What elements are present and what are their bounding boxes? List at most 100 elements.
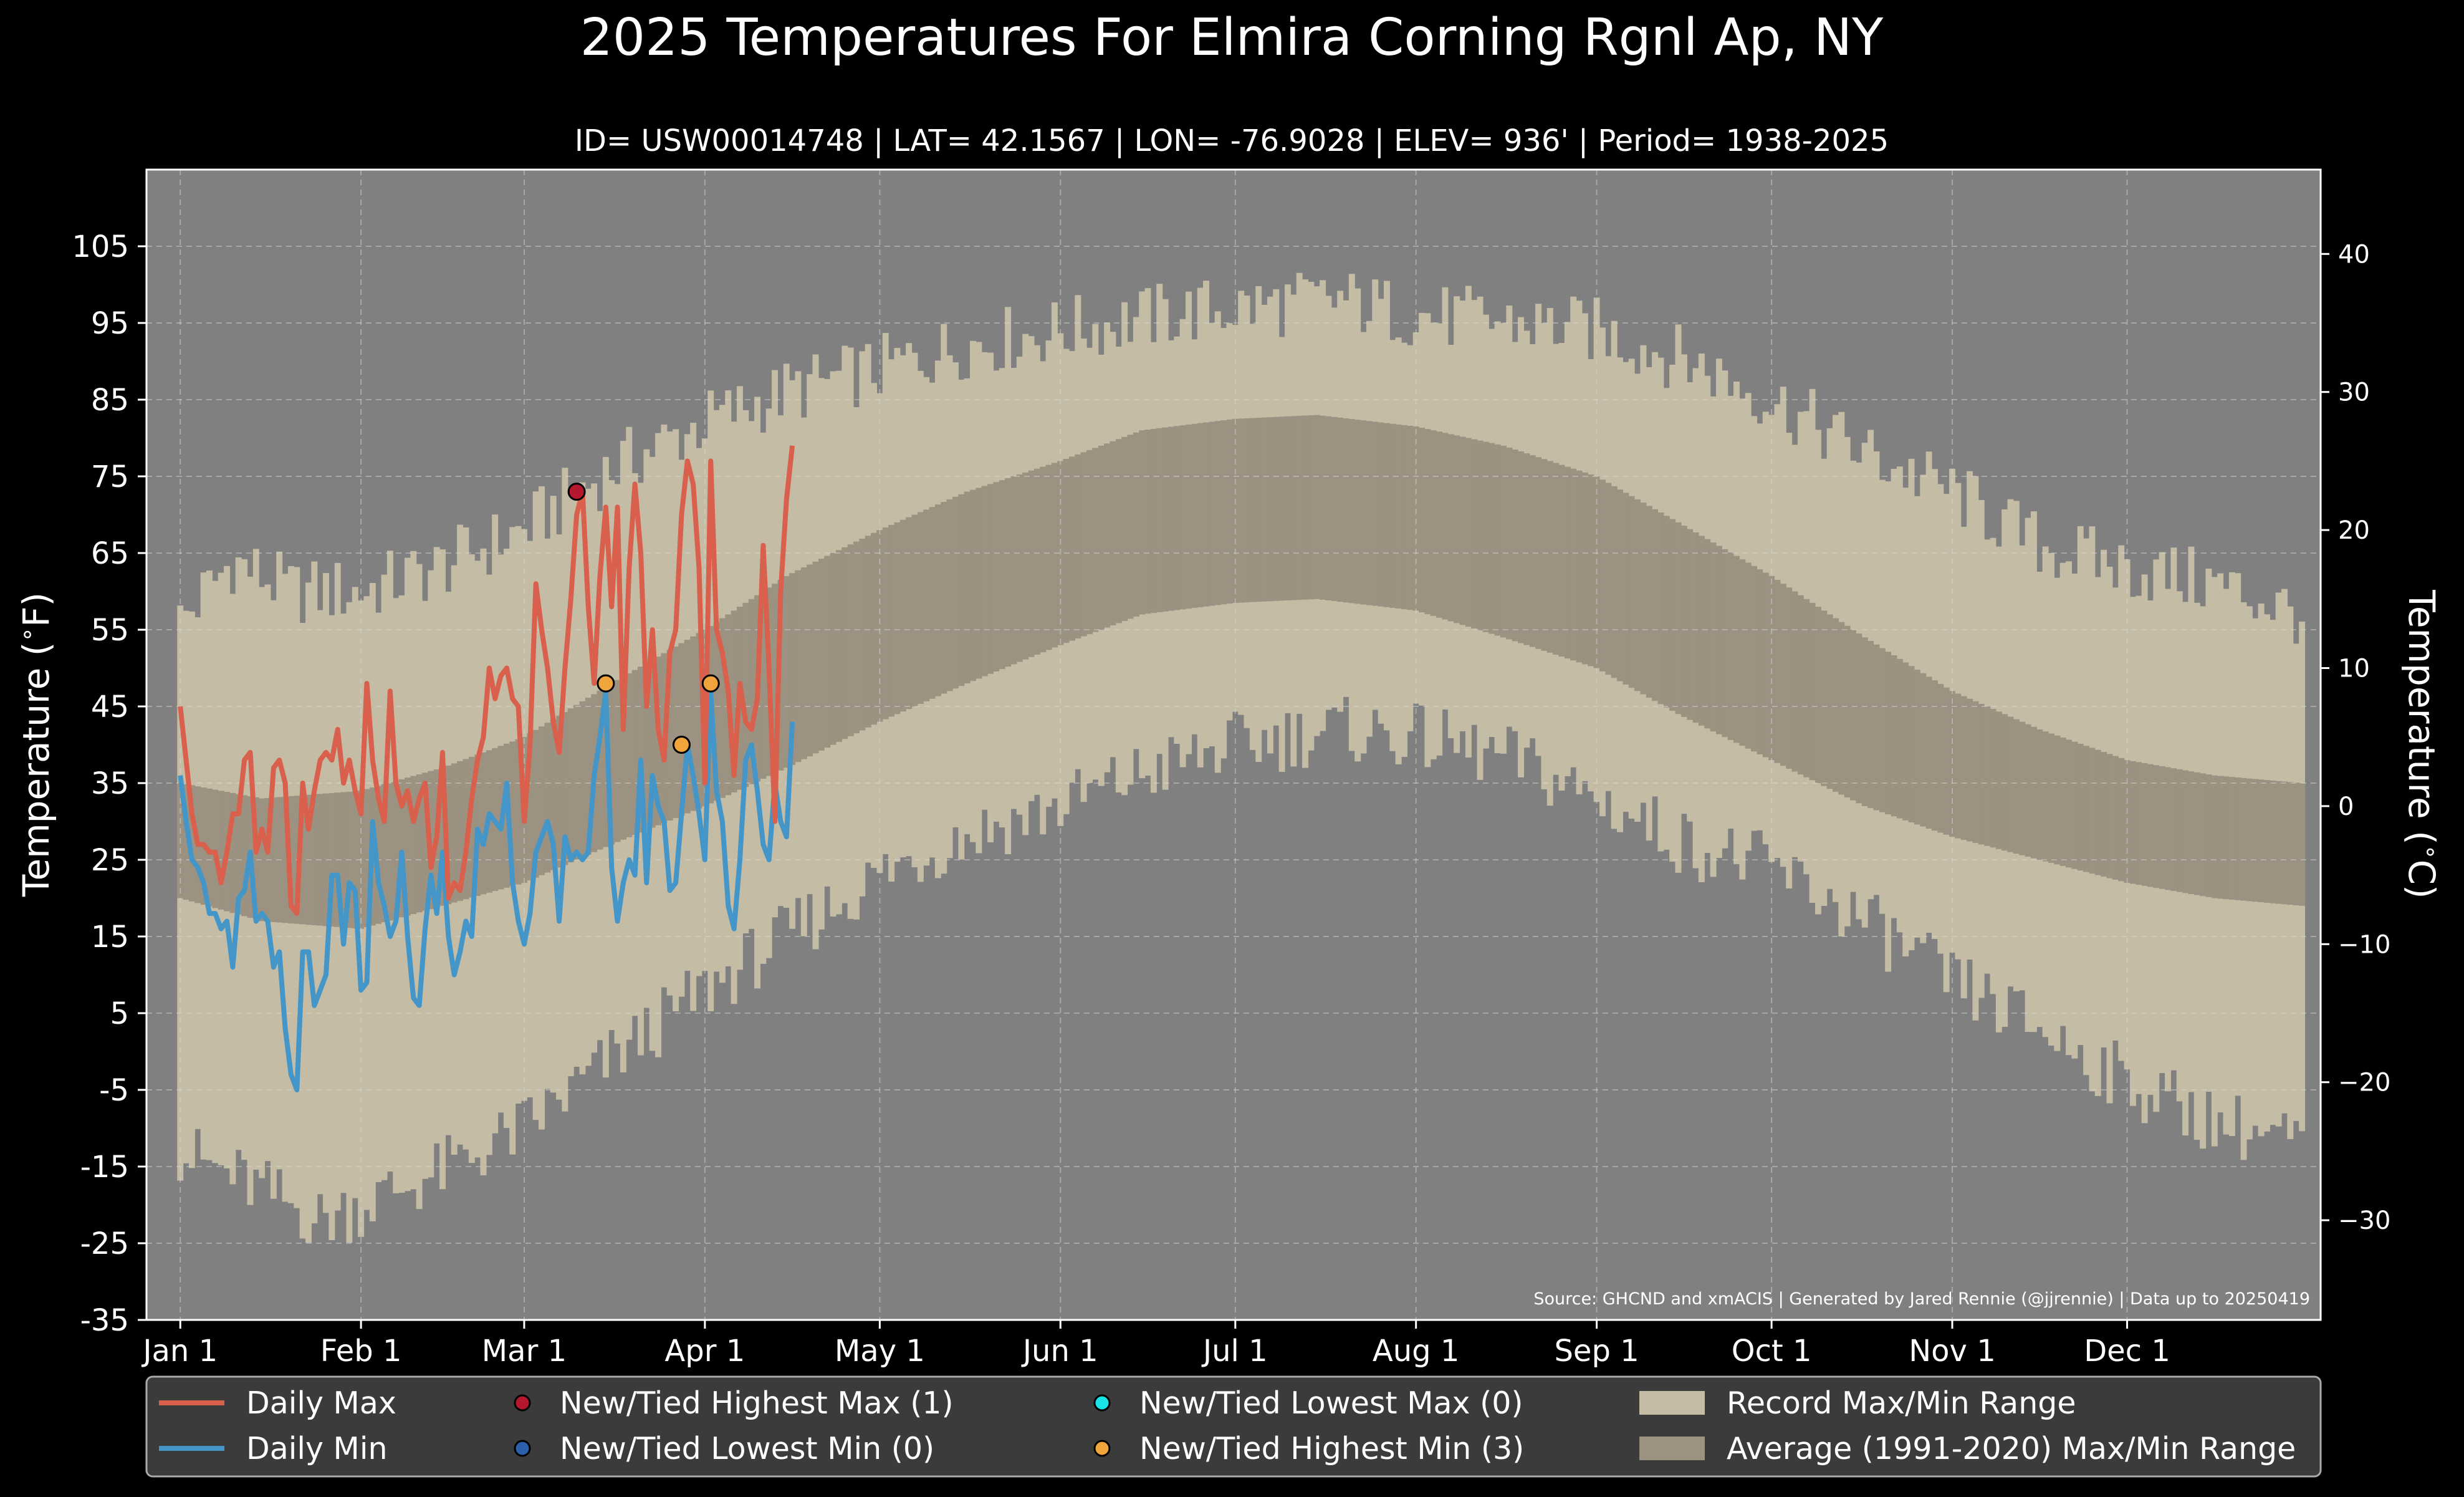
average-range-bar	[2094, 749, 2101, 875]
average-range-bar	[1960, 696, 1967, 840]
average-range-bar	[859, 538, 866, 731]
average-range-bar	[1372, 421, 1379, 606]
average-range-bar	[882, 527, 889, 720]
average-range-bar	[264, 797, 271, 922]
average-range-bar	[1238, 418, 1245, 603]
average-range-bar	[1535, 457, 1542, 649]
average-range-bar	[1867, 641, 1874, 809]
legend-label: Record Max/Min Range	[1727, 1385, 2076, 1421]
average-range-bar	[311, 794, 318, 925]
average-range-bar	[1401, 425, 1407, 610]
average-range-bar	[2217, 776, 2224, 899]
average-range-bar	[480, 752, 487, 895]
average-range-bar	[1680, 526, 1687, 717]
average-range-bar	[1261, 417, 1268, 602]
x-tick-label: Aug 1	[1373, 1334, 1460, 1369]
average-range-bar	[1512, 449, 1518, 642]
average-range-bar	[1908, 666, 1915, 823]
y-left-tick-label: 25	[91, 843, 129, 878]
average-range-bar	[1104, 443, 1111, 628]
average-range-bar	[2293, 782, 2299, 905]
y-axis-right: 40 30 20 10 0 −10 −20 −30	[2321, 240, 2390, 1235]
average-range-bar	[218, 791, 224, 910]
average-range-bar	[807, 564, 813, 756]
average-range-bar	[1715, 546, 1722, 734]
average-range-bar	[2019, 721, 2026, 855]
average-range-bar	[1075, 454, 1081, 639]
average-range-bar	[2205, 774, 2212, 897]
average-range-bar	[1646, 506, 1652, 698]
average-range-bar	[2263, 780, 2270, 903]
average-range-bar	[2211, 775, 2218, 898]
average-range-bar	[2101, 751, 2107, 877]
average-range-bar	[1471, 439, 1478, 628]
average-range-bar	[2141, 763, 2148, 886]
average-range-bar	[2223, 776, 2230, 900]
average-range-bar	[1500, 445, 1507, 638]
average-range-bar	[678, 643, 685, 816]
average-range-bar	[1873, 644, 1880, 811]
average-range-bar	[673, 646, 679, 819]
average-range-bar	[964, 491, 971, 684]
average-range-bar	[1419, 428, 1426, 613]
average-range-bar	[800, 567, 807, 759]
average-range-bar	[830, 553, 837, 745]
average-range-bar	[1045, 465, 1052, 650]
average-range-bar	[608, 683, 615, 845]
average-range-bar	[812, 561, 819, 754]
average-range-bar	[1593, 476, 1600, 668]
average-range-bar	[1821, 610, 1828, 786]
y-left-label-pre: Temperature (	[15, 642, 57, 897]
average-range-bar	[1937, 683, 1944, 833]
average-range-bar	[1249, 418, 1256, 602]
average-range-bar	[2136, 762, 2142, 885]
record-range-bar	[328, 615, 335, 1240]
new-high-min-point	[672, 736, 691, 754]
average-range-bar	[1733, 556, 1740, 743]
average-range-bar	[1459, 436, 1466, 625]
average-range-bar	[934, 504, 941, 696]
average-range-bar	[1255, 417, 1262, 602]
average-range-bar	[1121, 436, 1128, 621]
legend-label: Average (1991-2020) Max/Min Range	[1727, 1431, 2296, 1466]
average-range-bar	[614, 680, 621, 842]
y-left-tick-label: 45	[91, 690, 129, 724]
average-range-bar	[696, 633, 702, 809]
average-range-bar	[742, 602, 749, 787]
average-range-bar	[1482, 441, 1489, 632]
average-range-bar	[235, 794, 242, 915]
average-range-bar	[1751, 566, 1758, 752]
y-left-tick-label: -25	[80, 1226, 129, 1261]
average-range-bar	[1698, 536, 1705, 726]
average-range-bar	[719, 618, 726, 798]
average-range-bar	[1232, 418, 1239, 603]
average-range-bar	[2200, 773, 2207, 897]
average-range-bar	[638, 667, 644, 833]
average-range-bar	[1040, 466, 1047, 653]
average-range-bar	[1745, 562, 1752, 749]
average-range-bar	[1570, 468, 1577, 661]
average-range-bar	[550, 719, 557, 870]
average-range-bar	[1628, 496, 1635, 688]
y-left-tick-label: 85	[91, 383, 129, 418]
average-range-bar	[567, 708, 574, 863]
x-tick-label: Mar 1	[482, 1334, 567, 1369]
average-range-bar	[358, 791, 365, 929]
average-range-bar	[2066, 739, 2073, 868]
average-range-bar	[1022, 472, 1029, 660]
average-range-bar	[2042, 731, 2049, 862]
average-range-bar	[363, 789, 370, 928]
average-range-bar	[1687, 529, 1694, 720]
average-range-bar	[1360, 420, 1367, 605]
average-range-bar	[760, 591, 767, 779]
average-range-bar	[1943, 687, 1950, 835]
average-range-bar	[1564, 466, 1571, 659]
legend-marker-swatch	[514, 1440, 531, 1457]
average-range-bar	[946, 499, 953, 691]
average-range-bar	[183, 784, 189, 900]
average-range-bar	[1581, 472, 1588, 665]
average-range-bar	[1786, 587, 1793, 769]
average-range-bar	[1167, 426, 1174, 611]
y-right-unit: C)	[2400, 860, 2443, 899]
average-range-bar	[2025, 724, 2031, 857]
